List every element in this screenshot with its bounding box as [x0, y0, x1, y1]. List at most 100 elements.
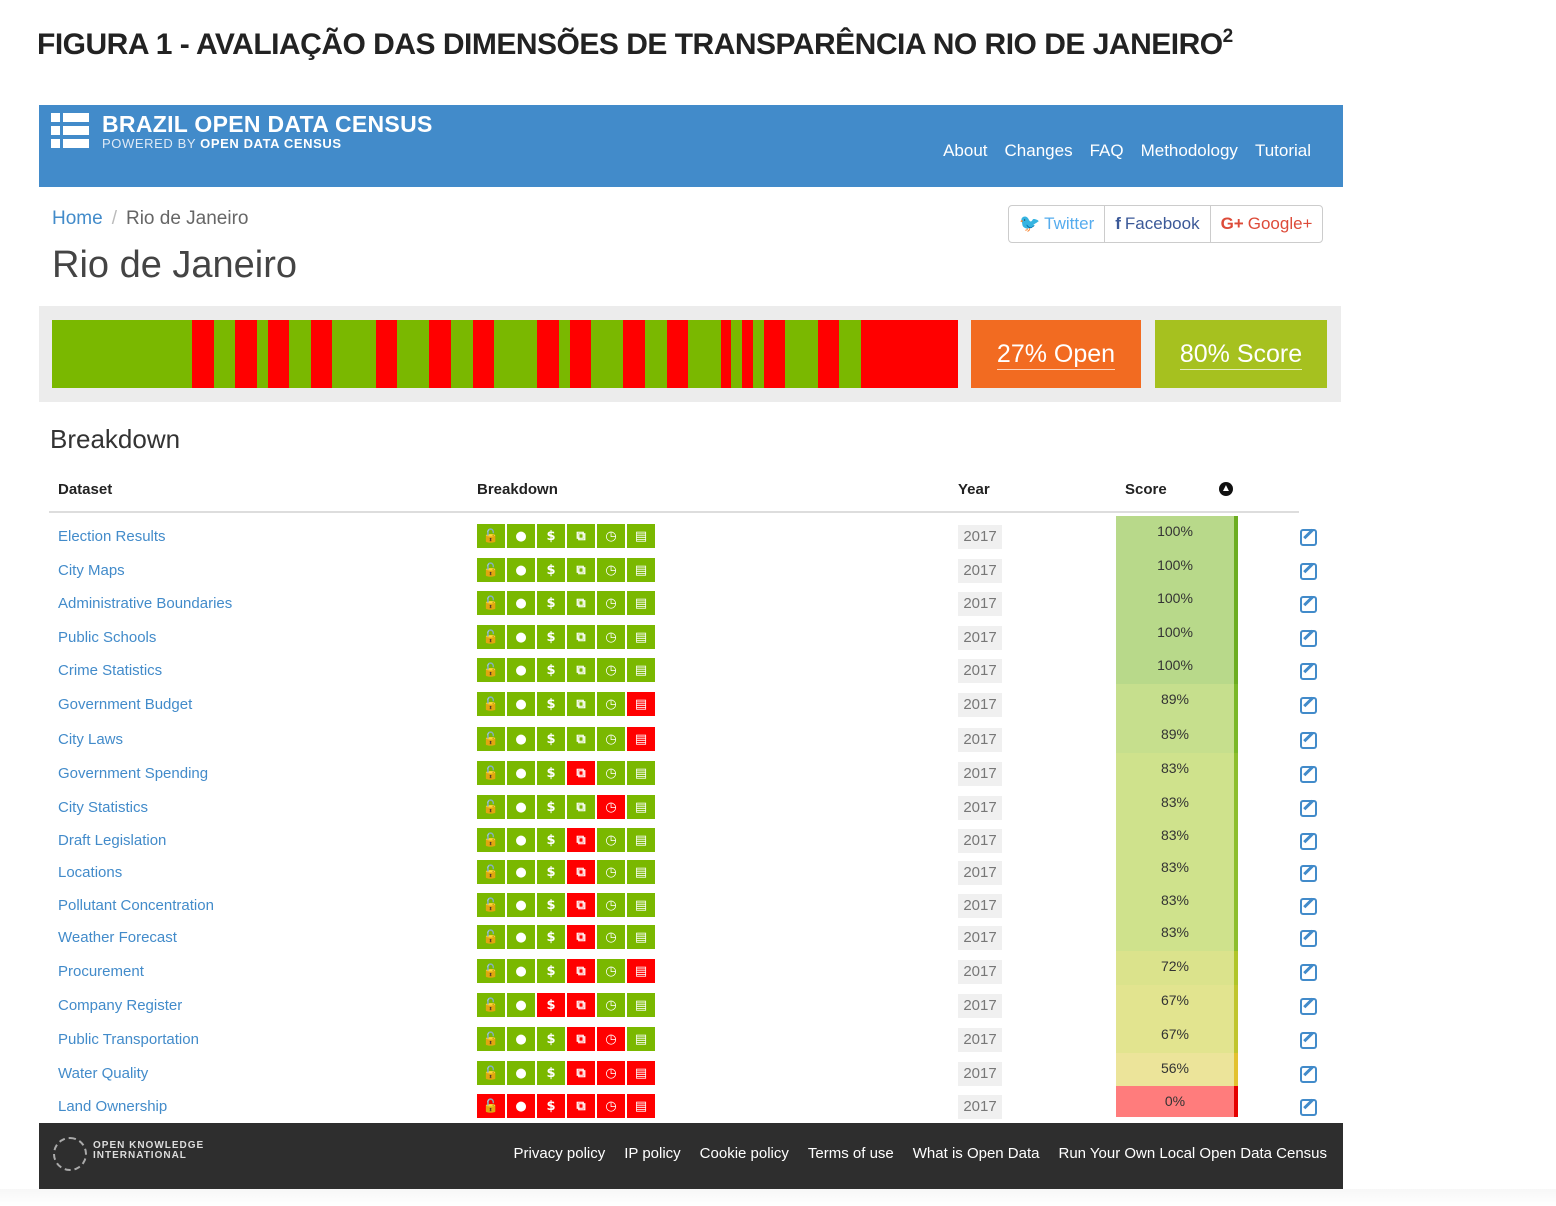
keyboard-icon[interactable]: ▤: [627, 828, 655, 852]
dataset-link[interactable]: Weather Forecast: [58, 929, 177, 946]
bar-segment-open[interactable]: [558, 320, 570, 388]
dataset-link[interactable]: Land Ownership: [58, 1098, 168, 1115]
dataset-link[interactable]: Crime Statistics: [58, 662, 163, 679]
dollar-icon[interactable]: $: [537, 727, 565, 751]
nav-faq[interactable]: FAQ: [1089, 141, 1124, 160]
bar-segment-closed[interactable]: [267, 320, 290, 388]
dataset-link[interactable]: City Statistics: [58, 799, 149, 816]
column-header-score[interactable]: Score: [1125, 481, 1167, 498]
dollar-icon[interactable]: $: [537, 692, 565, 716]
unlock-icon[interactable]: 🔓: [477, 893, 505, 917]
keyboard-icon[interactable]: ▤: [627, 1027, 655, 1051]
dollar-icon[interactable]: $: [537, 795, 565, 819]
unlock-icon[interactable]: 🔓: [477, 727, 505, 751]
unlock-icon[interactable]: 🔓: [477, 925, 505, 949]
bar-segment-closed[interactable]: [817, 320, 840, 388]
edit-icon[interactable]: [1300, 800, 1317, 817]
bar-segment-open[interactable]: [213, 320, 236, 388]
unlock-icon[interactable]: 🔓: [477, 860, 505, 884]
open-percentage-badge[interactable]: 27% Open: [971, 320, 1141, 388]
bar-segment-open[interactable]: [591, 320, 624, 388]
bar-segment-open[interactable]: [645, 320, 667, 388]
clock-icon[interactable]: ◷: [597, 524, 625, 548]
dollar-icon[interactable]: $: [537, 993, 565, 1017]
eye-icon[interactable]: ●: [507, 727, 535, 751]
edit-icon[interactable]: [1300, 865, 1317, 882]
clock-icon[interactable]: ◷: [597, 761, 625, 785]
eye-icon[interactable]: ●: [507, 1094, 535, 1118]
eye-icon[interactable]: ●: [507, 1061, 535, 1085]
unlock-icon[interactable]: 🔓: [477, 625, 505, 649]
unlock-icon[interactable]: 🔓: [477, 692, 505, 716]
edit-icon[interactable]: [1300, 766, 1317, 783]
clock-icon[interactable]: ◷: [597, 1061, 625, 1085]
keyboard-icon[interactable]: ▤: [627, 893, 655, 917]
bar-segment-closed[interactable]: [537, 320, 559, 388]
keyboard-icon[interactable]: ▤: [627, 692, 655, 716]
copy-icon[interactable]: ⧉: [567, 1094, 595, 1118]
sort-arrow-up-icon[interactable]: ▲: [1219, 482, 1233, 496]
dollar-icon[interactable]: $: [537, 658, 565, 682]
column-header-year[interactable]: Year: [958, 481, 990, 498]
keyboard-icon[interactable]: ▤: [627, 1094, 655, 1118]
overall-score-badge[interactable]: 80% Score: [1155, 320, 1327, 388]
unlock-icon[interactable]: 🔓: [477, 795, 505, 819]
dollar-icon[interactable]: $: [537, 591, 565, 615]
dataset-link[interactable]: Company Register: [58, 997, 183, 1014]
eye-icon[interactable]: ●: [507, 558, 535, 582]
clock-icon[interactable]: ◷: [597, 1027, 625, 1051]
clock-icon[interactable]: ◷: [597, 558, 625, 582]
unlock-icon[interactable]: 🔓: [477, 828, 505, 852]
footer-link-terms[interactable]: Terms of use: [807, 1145, 894, 1162]
bar-segment-closed[interactable]: [429, 320, 451, 388]
copy-icon[interactable]: ⧉: [567, 993, 595, 1017]
bar-segment-open[interactable]: [450, 320, 473, 388]
bar-segment-closed[interactable]: [192, 320, 214, 388]
bar-segment-closed[interactable]: [310, 320, 333, 388]
bar-segment-open[interactable]: [397, 320, 430, 388]
dataset-link[interactable]: Administrative Boundaries: [58, 595, 233, 612]
copy-icon[interactable]: ⧉: [567, 727, 595, 751]
dollar-icon[interactable]: $: [537, 625, 565, 649]
dataset-link[interactable]: Locations: [58, 864, 123, 881]
footer-link-cookie[interactable]: Cookie policy: [699, 1145, 789, 1162]
clock-icon[interactable]: ◷: [597, 591, 625, 615]
eye-icon[interactable]: ●: [507, 524, 535, 548]
breadcrumb-home[interactable]: Home: [52, 208, 103, 229]
unlock-icon[interactable]: 🔓: [477, 591, 505, 615]
google-share-button[interactable]: G+ Google+: [1220, 214, 1313, 233]
clock-icon[interactable]: ◷: [597, 925, 625, 949]
keyboard-icon[interactable]: ▤: [627, 761, 655, 785]
nav-tutorial[interactable]: Tutorial: [1254, 141, 1311, 160]
footer-link-ip[interactable]: IP policy: [624, 1145, 681, 1162]
dollar-icon[interactable]: $: [537, 828, 565, 852]
bar-segment-open[interactable]: [731, 320, 743, 388]
column-header-dataset[interactable]: Dataset: [58, 481, 113, 498]
unlock-icon[interactable]: 🔓: [477, 658, 505, 682]
keyboard-icon[interactable]: ▤: [627, 795, 655, 819]
open-knowledge-logo-icon[interactable]: [53, 1137, 87, 1171]
dataset-link[interactable]: City Maps: [58, 562, 125, 579]
dollar-icon[interactable]: $: [537, 893, 565, 917]
copy-icon[interactable]: ⧉: [567, 524, 595, 548]
keyboard-icon[interactable]: ▤: [627, 625, 655, 649]
nav-methodology[interactable]: Methodology: [1140, 141, 1238, 160]
dollar-icon[interactable]: $: [537, 1061, 565, 1085]
edit-icon[interactable]: [1300, 998, 1317, 1015]
eye-icon[interactable]: ●: [507, 591, 535, 615]
bar-segment-open[interactable]: [839, 320, 861, 388]
dollar-icon[interactable]: $: [537, 1094, 565, 1118]
bar-segment-open[interactable]: [332, 320, 376, 388]
dataset-link[interactable]: Public Transportation: [58, 1031, 199, 1048]
edit-icon[interactable]: [1300, 1099, 1317, 1116]
dollar-icon[interactable]: $: [537, 524, 565, 548]
dataset-link[interactable]: Government Spending: [58, 765, 209, 782]
unlock-icon[interactable]: 🔓: [477, 524, 505, 548]
keyboard-icon[interactable]: ▤: [627, 993, 655, 1017]
copy-icon[interactable]: ⧉: [567, 925, 595, 949]
copy-icon[interactable]: ⧉: [567, 795, 595, 819]
dataset-link[interactable]: Public Schools: [58, 629, 157, 646]
bar-segment-closed[interactable]: [569, 320, 592, 388]
keyboard-icon[interactable]: ▤: [627, 524, 655, 548]
dataset-link[interactable]: Election Results: [58, 528, 166, 545]
